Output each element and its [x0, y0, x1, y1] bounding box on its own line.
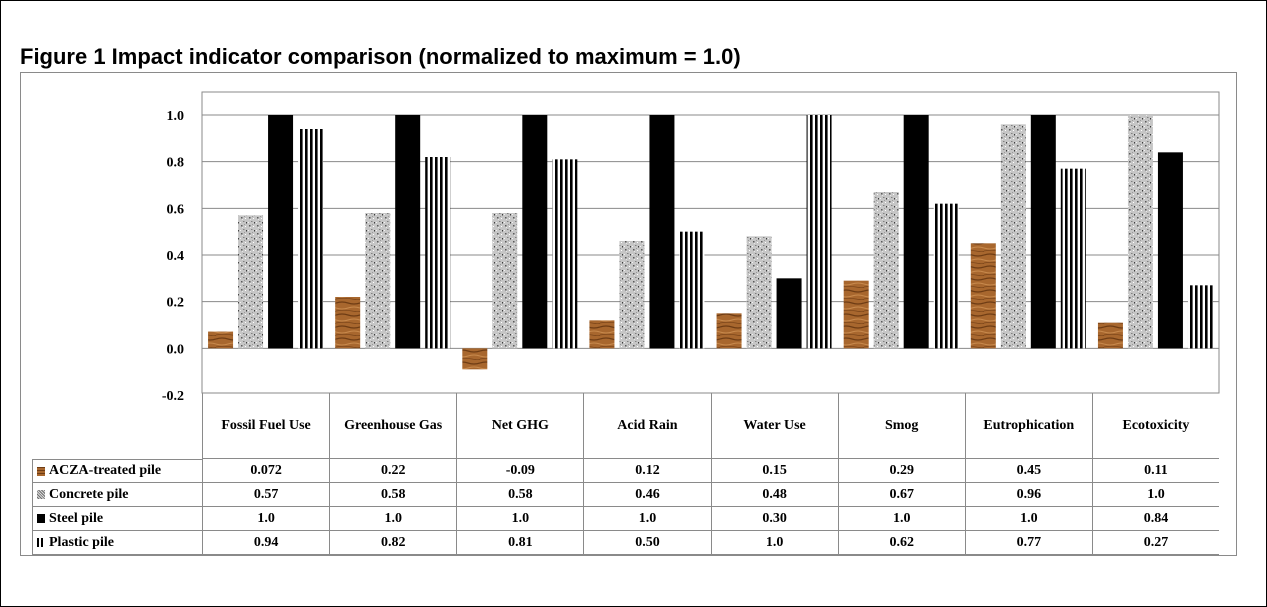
- data-value: 0.29: [837, 459, 965, 483]
- data-value: 0.94: [202, 531, 330, 555]
- bar-3-8: [1157, 152, 1183, 349]
- data-value: 1.0: [456, 507, 584, 531]
- y-tick-label: 0.4: [167, 249, 185, 264]
- bar-3-7: [1030, 115, 1056, 349]
- bar-3-1: [268, 115, 294, 349]
- legend-key: [37, 538, 45, 547]
- bar-1-3: [462, 348, 488, 370]
- bar-1-1: [208, 331, 234, 349]
- bar-1-8: [1097, 322, 1123, 349]
- data-value: 1.0: [837, 507, 965, 531]
- bar-2-5: [746, 236, 772, 349]
- category-label: Ecotoxicity: [1091, 393, 1219, 459]
- bar-2-1: [238, 215, 264, 349]
- bar-1-6: [843, 280, 869, 349]
- legend-entry-1: ACZA-treated pile: [32, 459, 202, 483]
- data-value: 0.58: [456, 483, 584, 507]
- data-value: 0.81: [456, 531, 584, 555]
- figure-title: Figure 1 Impact indicator comparison (no…: [20, 44, 741, 69]
- legend-entry-4: Plastic pile: [32, 531, 202, 555]
- bar-1-4: [589, 320, 615, 349]
- y-tick-label: 0.0: [167, 342, 185, 357]
- data-value: 0.12: [583, 459, 711, 483]
- y-tick-label: 0.8: [167, 156, 185, 171]
- data-value: 0.62: [837, 531, 965, 555]
- bar-3-4: [649, 115, 675, 349]
- data-value: 0.22: [329, 459, 457, 483]
- category-label: Greenhouse Gas: [329, 393, 457, 459]
- series-name: ACZA-treated pile: [49, 463, 162, 478]
- y-tick-label: 0.6: [167, 202, 185, 217]
- bar-4-7: [1060, 168, 1086, 349]
- legend-entry-3: Steel pile: [32, 507, 202, 531]
- data-value: 0.96: [964, 483, 1092, 507]
- bar-4-2: [425, 157, 451, 349]
- bar-4-1: [298, 129, 324, 349]
- data-value: 0.48: [710, 483, 838, 507]
- bar-4-4: [679, 231, 705, 349]
- bar-4-8: [1187, 285, 1213, 349]
- bar-1-5: [716, 313, 742, 349]
- data-value: 1.0: [329, 507, 457, 531]
- data-value: 1.0: [1091, 483, 1219, 507]
- bar-4-3: [552, 159, 578, 349]
- data-value: 0.84: [1091, 507, 1219, 531]
- series-name: Concrete pile: [49, 486, 129, 502]
- bar-1-2: [335, 297, 361, 349]
- data-value: 0.50: [583, 531, 711, 555]
- bar-2-8: [1127, 115, 1153, 349]
- category-label: Eutrophication: [964, 393, 1092, 459]
- legend-key: [37, 466, 45, 476]
- data-value: 1.0: [583, 507, 711, 531]
- bar-3-5: [776, 278, 802, 349]
- bar-3-3: [522, 115, 548, 349]
- data-value: 1.0: [710, 531, 838, 555]
- legend-key: [37, 490, 45, 499]
- bar-2-7: [1000, 124, 1026, 349]
- bar-4-5: [806, 115, 832, 349]
- y-tick-label: -0.2: [162, 389, 184, 404]
- bar-2-6: [873, 192, 899, 349]
- bar-2-2: [365, 213, 391, 349]
- legend-entry-2: Concrete pile: [32, 483, 202, 507]
- data-table: Fossil Fuel Use Greenhouse Gas Net GHG Acid…: [32, 393, 1219, 555]
- data-value: 0.58: [329, 483, 457, 507]
- category-label: Acid Rain: [583, 393, 711, 459]
- bar-4-6: [933, 203, 959, 349]
- category-label: Smog: [837, 393, 965, 459]
- data-value: 1.0: [964, 507, 1092, 531]
- data-value: 0.072: [202, 459, 330, 483]
- bar-2-4: [619, 241, 645, 349]
- legend-key: [37, 514, 45, 523]
- data-value: 0.67: [837, 483, 965, 507]
- data-value: 0.45: [964, 459, 1092, 483]
- data-value: 0.82: [329, 531, 457, 555]
- data-value: 0.15: [710, 459, 838, 483]
- chart-area: [20, 72, 1237, 556]
- y-tick-label: 1.0: [167, 109, 185, 124]
- bar-2-3: [492, 213, 518, 349]
- data-value: 0.30: [710, 507, 838, 531]
- data-value: 0.77: [964, 531, 1092, 555]
- category-label: Fossil Fuel Use: [202, 393, 330, 459]
- category-label: Water Use: [710, 393, 838, 459]
- data-value: 1.0: [202, 507, 330, 531]
- bar-3-6: [903, 115, 929, 349]
- data-value: -0.09: [456, 459, 584, 483]
- bar-3-2: [395, 115, 421, 349]
- series-name: Steel pile: [49, 510, 104, 526]
- category-label: Net GHG: [456, 393, 584, 459]
- series-name: Plastic pile: [49, 534, 114, 550]
- y-tick-label: 0.2: [167, 296, 185, 311]
- data-value: 0.11: [1091, 459, 1219, 483]
- data-value: 0.57: [202, 483, 330, 507]
- data-value: 0.46: [583, 483, 711, 507]
- data-value: 0.27: [1091, 531, 1219, 555]
- bar-1-7: [970, 243, 996, 349]
